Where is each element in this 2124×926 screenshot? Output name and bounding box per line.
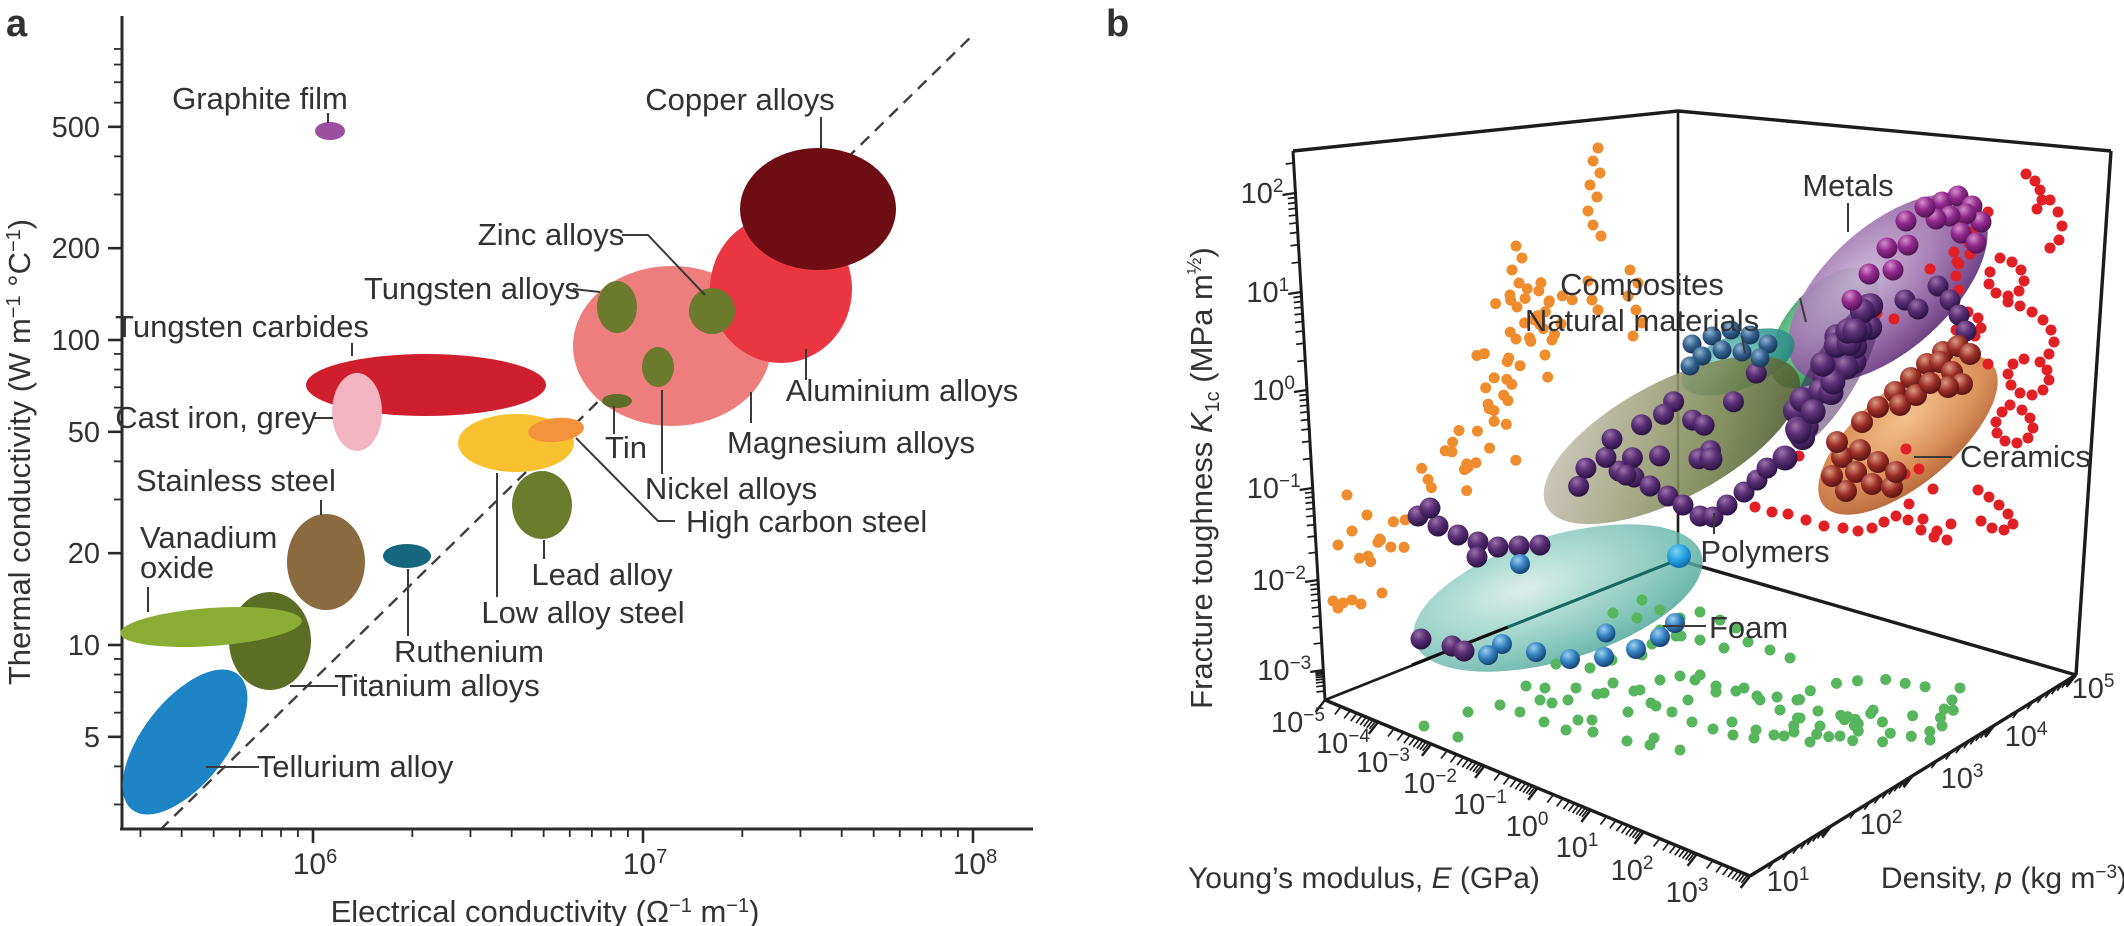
svg-text:5: 5: [84, 722, 100, 754]
svg-text:oxide: oxide: [140, 550, 214, 585]
svg-text:Composites: Composites: [1560, 267, 1724, 302]
svg-text:Vanadium: Vanadium: [140, 520, 277, 555]
svg-text:Magnesium alloys: Magnesium alloys: [727, 425, 975, 460]
svg-text:Lead alloy: Lead alloy: [531, 557, 673, 592]
svg-text:101: 101: [1246, 275, 1289, 309]
svg-text:Ceramics: Ceramics: [1960, 439, 2091, 474]
svg-text:Fracture toughness K1c (MPa m½: Fracture toughness K1c (MPa m½): [1184, 247, 1224, 709]
svg-text:Stainless steel: Stainless steel: [136, 463, 336, 498]
svg-text:200: 200: [52, 233, 100, 265]
svg-text:Titanium alloys: Titanium alloys: [334, 668, 540, 703]
svg-text:10−2: 10−2: [1252, 563, 1306, 597]
svg-text:Nickel alloys: Nickel alloys: [645, 471, 817, 506]
svg-text:10: 10: [68, 630, 100, 662]
svg-text:Thermal conductivity (W m−1 °C: Thermal conductivity (W m−1 °C−1): [2, 219, 37, 685]
svg-text:Young’s modulus, E (GPa): Young’s modulus, E (GPa): [1188, 862, 1540, 895]
svg-text:Tin: Tin: [605, 430, 647, 465]
svg-text:High carbon steel: High carbon steel: [686, 504, 927, 539]
svg-text:b: b: [1106, 3, 1129, 45]
svg-text:a: a: [6, 3, 28, 45]
svg-text:Ruthenium: Ruthenium: [394, 634, 544, 669]
svg-text:Cast iron, grey: Cast iron, grey: [115, 400, 317, 435]
svg-text:20: 20: [68, 538, 100, 570]
svg-text:Low alloy steel: Low alloy steel: [481, 595, 684, 630]
svg-text:Copper alloys: Copper alloys: [645, 82, 835, 117]
svg-text:Electrical conductivity (Ω−1 m: Electrical conductivity (Ω−1 m−1): [331, 894, 760, 926]
svg-text:Polymers: Polymers: [1700, 534, 1829, 569]
svg-text:Zinc alloys: Zinc alloys: [478, 217, 624, 252]
svg-text:100: 100: [52, 325, 100, 357]
svg-text:Metals: Metals: [1802, 168, 1893, 203]
svg-text:500: 500: [52, 112, 100, 144]
svg-text:Tungsten carbides: Tungsten carbides: [115, 309, 369, 344]
svg-text:Tellurium alloy: Tellurium alloy: [257, 749, 454, 784]
svg-text:Natural materials: Natural materials: [1525, 303, 1759, 338]
svg-text:Graphite film: Graphite film: [172, 81, 348, 116]
svg-text:Tungsten alloys: Tungsten alloys: [364, 271, 580, 306]
svg-text:Aluminium alloys: Aluminium alloys: [786, 373, 1019, 408]
svg-text:Foam: Foam: [1709, 610, 1788, 645]
svg-text:Density, p (kg m−3): Density, p (kg m−3): [1881, 862, 2124, 895]
svg-text:50: 50: [68, 417, 100, 449]
